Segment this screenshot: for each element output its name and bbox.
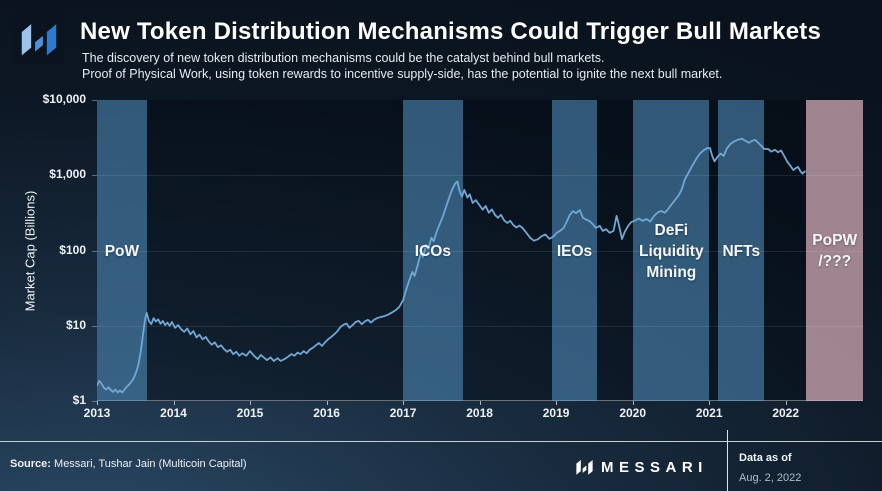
y-tick-label-$1: $1	[72, 393, 86, 407]
source-text: Source: Messari, Tushar Jain (Multicoin …	[10, 458, 247, 470]
y-tick-mark	[92, 100, 97, 101]
y-tick-label-$1,000: $1,000	[49, 167, 86, 182]
band-label-line: ICOs	[414, 242, 451, 260]
x-tick-mark	[479, 401, 481, 405]
x-tick-label-2019: 2019	[542, 406, 570, 420]
band-label-popw: PoPW /???	[765, 230, 882, 272]
y-tick-label-$100: $100	[59, 242, 86, 257]
data-as-of-date: Aug. 2, 2022	[739, 472, 802, 484]
band-label-nfts: NFTs	[671, 241, 811, 262]
y-tick-mark	[92, 250, 97, 252]
data-as-of-label: Data as of	[739, 452, 792, 464]
band-label-line: PoW	[104, 242, 140, 260]
band-icos	[403, 100, 463, 401]
band-label-line: DeFi	[654, 221, 689, 239]
x-tick-mark	[556, 401, 558, 405]
x-tick-label-2017: 2017	[389, 406, 417, 420]
x-tick-label-2020: 2020	[619, 406, 647, 420]
x-tick-mark	[632, 401, 634, 405]
band-label-line: Mining	[646, 263, 697, 281]
band-label-icos: ICOs	[363, 241, 503, 262]
band-ieos	[551, 100, 598, 401]
messari-m-icon-footer	[576, 459, 593, 475]
x-tick-label-2014: 2014	[160, 406, 187, 420]
band-defi-liquidity-mining	[633, 100, 710, 401]
x-tick-mark	[97, 401, 98, 405]
y-tick-label-$10: $10	[65, 317, 86, 332]
band-label-line: NFTs	[722, 242, 761, 260]
x-tick-label-2015: 2015	[236, 406, 264, 420]
x-tick-mark	[403, 401, 405, 405]
x-tick-mark	[326, 401, 328, 405]
x-tick-label-2021: 2021	[695, 406, 723, 420]
plot-area: PoW ICOs IEOs DeFi Liquidity Mining NFTs PoPW /?…	[97, 100, 863, 401]
messari-brand-text: MESSARI	[601, 458, 708, 476]
footer-vertical-divider	[727, 430, 728, 491]
messari-wordmark: MESSARI	[576, 456, 708, 478]
x-axis-line	[97, 400, 863, 401]
y-tick-mark	[92, 401, 97, 402]
x-tick-mark	[173, 401, 175, 405]
y-tick-label-$10,000: $10,000	[42, 92, 86, 106]
y-tick-mark	[92, 175, 97, 177]
x-tick-label-2016: 2016	[313, 406, 340, 420]
band-label-line: IEOs	[556, 242, 593, 260]
x-tick-label-2013: 2013	[83, 406, 111, 420]
band-popw	[806, 100, 863, 401]
band-label-ieos: IEOs	[505, 241, 645, 262]
market-cap-line-layer	[97, 137, 806, 394]
gridline-1000	[97, 175, 863, 177]
subtitle-line-2: Proof of Physical Work, using token rewa…	[82, 67, 723, 81]
band-label-pow: PoW	[52, 241, 192, 262]
band-label-line: /???	[818, 253, 852, 270]
band-label-line: Liquidity	[639, 242, 704, 260]
page-title: New Token Distribution Mechanisms Could …	[80, 18, 821, 45]
x-tick-mark	[785, 401, 787, 405]
gridline-100	[97, 250, 863, 252]
messari-logo-tile	[13, 14, 64, 64]
source-value: Messari, Tushar Jain (Multicoin Capital)	[54, 458, 247, 470]
x-tick-label-2018: 2018	[466, 406, 493, 420]
source-label: Source:	[10, 458, 51, 470]
x-tick-mark	[250, 401, 251, 405]
market-cap-line	[97, 137, 806, 394]
page-subtitle: The discovery of new token distribution …	[82, 50, 722, 82]
x-tick-mark	[709, 401, 711, 405]
band-pow	[97, 100, 147, 401]
band-label-line: PoPW	[812, 232, 858, 249]
gridline-10	[97, 325, 863, 327]
messari-m-icon	[21, 24, 56, 56]
footer-divider	[0, 441, 882, 442]
subtitle-line-1: The discovery of new token distribution …	[82, 51, 605, 65]
y-tick-mark	[92, 325, 97, 327]
x-tick-label-2022: 2022	[772, 406, 800, 420]
band-label-defi-liquidity-mining: DeFi Liquidity Mining	[601, 220, 741, 283]
